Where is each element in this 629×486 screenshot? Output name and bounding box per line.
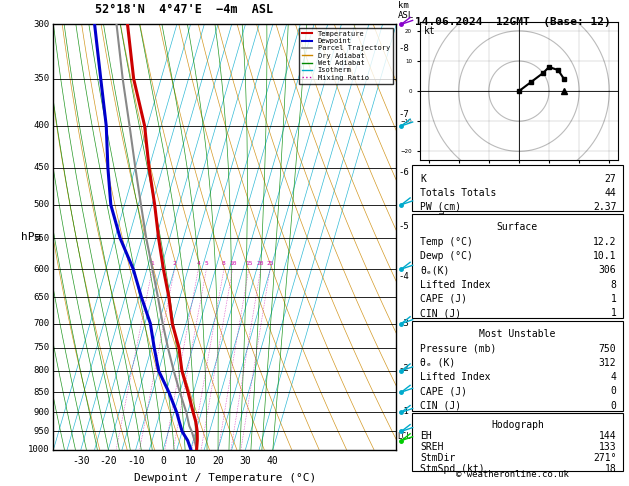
- Text: StmDir: StmDir: [420, 453, 455, 463]
- Text: Lifted Index: Lifted Index: [420, 279, 491, 290]
- Text: 14.06.2024  12GMT  (Base: 12): 14.06.2024 12GMT (Base: 12): [415, 17, 611, 27]
- Text: 4: 4: [196, 260, 200, 266]
- Text: 4: 4: [611, 372, 616, 382]
- Text: 25: 25: [266, 260, 274, 266]
- Text: Mixing Ratio (g/kg): Mixing Ratio (g/kg): [437, 190, 445, 284]
- Text: Surface: Surface: [497, 223, 538, 232]
- Text: 300: 300: [33, 20, 49, 29]
- Text: 650: 650: [33, 293, 49, 302]
- Text: 52°18'N  4°47'E  −4m  ASL: 52°18'N 4°47'E −4m ASL: [95, 3, 273, 16]
- Text: 271°: 271°: [593, 453, 616, 463]
- Text: 1: 1: [611, 294, 616, 304]
- Text: 15: 15: [245, 260, 252, 266]
- Text: 306: 306: [599, 265, 616, 276]
- Text: 350: 350: [33, 74, 49, 83]
- Text: 500: 500: [33, 200, 49, 209]
- Text: 133: 133: [599, 442, 616, 451]
- Text: 312: 312: [599, 358, 616, 368]
- Text: θₑ(K): θₑ(K): [420, 265, 450, 276]
- Text: 2.37: 2.37: [593, 202, 616, 211]
- Text: EH: EH: [420, 431, 432, 441]
- Text: 10.1: 10.1: [593, 251, 616, 261]
- Text: -8: -8: [398, 44, 409, 52]
- Text: 0: 0: [611, 400, 616, 411]
- Text: PW (cm): PW (cm): [420, 202, 462, 211]
- Text: θₑ (K): θₑ (K): [420, 358, 455, 368]
- Text: 900: 900: [33, 408, 49, 417]
- Text: CAPE (J): CAPE (J): [420, 294, 467, 304]
- Text: 600: 600: [33, 264, 49, 274]
- Text: 20: 20: [212, 456, 224, 466]
- Text: 750: 750: [599, 344, 616, 354]
- Text: 0: 0: [611, 386, 616, 397]
- Legend: Temperature, Dewpoint, Parcel Trajectory, Dry Adiabat, Wet Adiabat, Isotherm, Mi: Temperature, Dewpoint, Parcel Trajectory…: [299, 28, 392, 84]
- Text: 18: 18: [604, 464, 616, 474]
- Text: -6: -6: [398, 169, 409, 177]
- Text: 2: 2: [172, 260, 176, 266]
- Text: 800: 800: [33, 366, 49, 375]
- Text: Temp (°C): Temp (°C): [420, 237, 473, 247]
- Text: Hodograph: Hodograph: [491, 420, 544, 430]
- Text: CAPE (J): CAPE (J): [420, 386, 467, 397]
- Text: -20: -20: [99, 456, 117, 466]
- Text: kt: kt: [423, 26, 435, 36]
- Text: km
ASL: km ASL: [398, 0, 414, 20]
- Text: 8: 8: [222, 260, 226, 266]
- Text: Totals Totals: Totals Totals: [420, 188, 497, 198]
- Text: StmSpd (kt): StmSpd (kt): [420, 464, 485, 474]
- Text: Lifted Index: Lifted Index: [420, 372, 491, 382]
- Text: 1: 1: [150, 260, 154, 266]
- Text: 0: 0: [160, 456, 166, 466]
- Text: -4: -4: [398, 272, 409, 281]
- Text: 700: 700: [33, 319, 49, 328]
- Text: Pressure (mb): Pressure (mb): [420, 344, 497, 354]
- Text: -1: -1: [398, 407, 409, 416]
- Text: CIN (J): CIN (J): [420, 400, 462, 411]
- Text: K: K: [420, 174, 426, 184]
- Text: hPa: hPa: [21, 232, 42, 242]
- Text: Most Unstable: Most Unstable: [479, 330, 555, 339]
- Text: 1000: 1000: [28, 445, 49, 454]
- Text: Dewp (°C): Dewp (°C): [420, 251, 473, 261]
- Text: 12.2: 12.2: [593, 237, 616, 247]
- Text: 5: 5: [204, 260, 208, 266]
- Text: Dewpoint / Temperature (°C): Dewpoint / Temperature (°C): [134, 473, 316, 483]
- Text: -30: -30: [72, 456, 90, 466]
- Text: 44: 44: [604, 188, 616, 198]
- Text: 550: 550: [33, 234, 49, 243]
- Text: 8: 8: [611, 279, 616, 290]
- Text: 144: 144: [599, 431, 616, 441]
- Text: 40: 40: [267, 456, 279, 466]
- Text: 20: 20: [257, 260, 264, 266]
- Text: 10: 10: [185, 456, 196, 466]
- Text: 30: 30: [240, 456, 252, 466]
- Text: -7: -7: [398, 110, 409, 119]
- Text: -5: -5: [398, 222, 409, 231]
- Text: 450: 450: [33, 163, 49, 172]
- Text: 400: 400: [33, 122, 49, 130]
- Text: 27: 27: [604, 174, 616, 184]
- Text: -2: -2: [398, 364, 409, 373]
- Text: 850: 850: [33, 388, 49, 397]
- Text: CIN (J): CIN (J): [420, 308, 462, 318]
- Text: 10: 10: [229, 260, 237, 266]
- Text: -10: -10: [127, 456, 145, 466]
- Text: 750: 750: [33, 344, 49, 352]
- Text: © weatheronline.co.uk: © weatheronline.co.uk: [456, 469, 569, 479]
- Text: -3: -3: [398, 319, 409, 328]
- Text: SREH: SREH: [420, 442, 444, 451]
- Text: 950: 950: [33, 427, 49, 436]
- Text: 1: 1: [611, 308, 616, 318]
- Text: LCL: LCL: [397, 432, 411, 441]
